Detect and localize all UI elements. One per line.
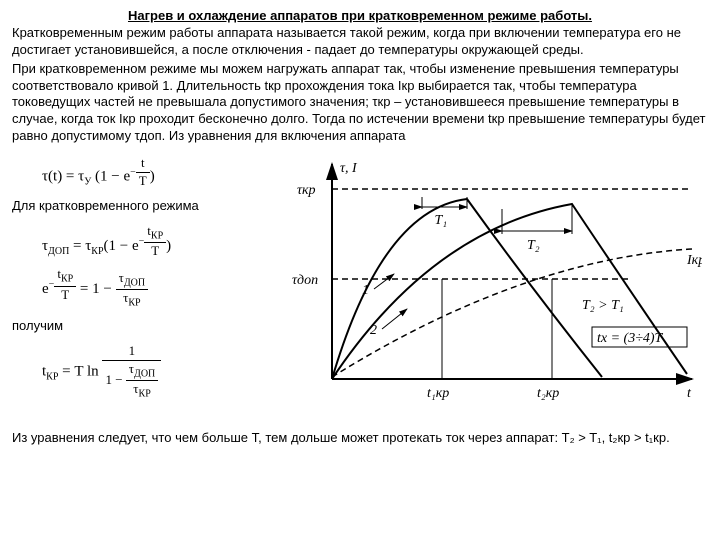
conclusion: Из уравнения следует, что чем больше T, … [12, 430, 708, 447]
svg-text:T₂ > T₁: T₂ > T₁ [582, 298, 624, 313]
equation-tau-dop: τДОП = τКР(1 − e−tКРT) [42, 223, 272, 260]
svg-text:t₂кр: t₂кр [537, 386, 559, 401]
svg-text:τдоп: τдоп [292, 273, 318, 288]
heating-chart: τ, I t τкр τдоп T₁ T₂ Iкр T₂ > T₁ tx = (3÷4)T 1 2 t… [272, 149, 708, 424]
paragraph-1: Кратковременным режим работы аппарата на… [12, 25, 708, 59]
page-title: Нагрев и охлаждение аппаратов при кратко… [12, 8, 708, 25]
equation-exp: e−tКРT = 1 − τДОПτКР [42, 266, 272, 310]
svg-text:tx = (3÷4)T: tx = (3÷4)T [597, 331, 664, 346]
label-short-mode: Для кратковременного режима [12, 198, 272, 215]
paragraph-2: При кратковременном режиме мы можем нагр… [12, 61, 708, 145]
label-result: получим [12, 318, 272, 335]
svg-text:1: 1 [362, 283, 369, 298]
equation-tau-t: τ(t) = τУ (1 − e−tT) [42, 155, 272, 190]
svg-text:T₂: T₂ [527, 238, 540, 253]
svg-text:t: t [687, 386, 692, 401]
equation-tkr: tКР = T ln 1 1 − τДОПτКР [42, 343, 272, 401]
svg-text:t₁кр: t₁кр [427, 386, 449, 401]
svg-text:2: 2 [370, 323, 377, 338]
svg-text:T₁: T₁ [435, 213, 448, 228]
svg-text:τ, I: τ, I [340, 161, 358, 176]
svg-text:τкр: τкр [297, 183, 316, 198]
svg-text:Iкр: Iкр [686, 253, 702, 268]
